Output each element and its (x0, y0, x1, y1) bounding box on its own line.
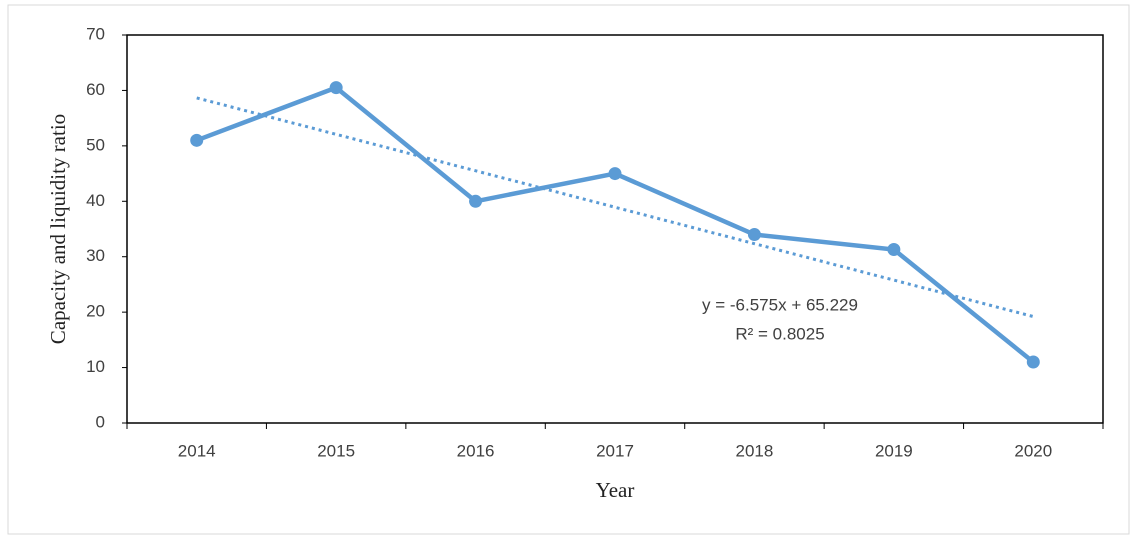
trendline-r2: R² = 0.8025 (735, 324, 824, 343)
data-line (195, 85, 1035, 364)
trendline (196, 96, 1034, 319)
y-tick-label: 10 (86, 357, 105, 376)
data-point (329, 81, 343, 95)
chart-frame (7, 4, 1130, 535)
x-tick-label: 2018 (736, 441, 774, 460)
data-point (1026, 355, 1040, 369)
x-tick-label: 2015 (317, 441, 355, 460)
data-point (469, 194, 483, 208)
x-tick-label: 2017 (596, 441, 634, 460)
y-tick-label: 60 (86, 80, 105, 99)
y-tick-label: 0 (96, 412, 105, 431)
data-point (887, 243, 901, 257)
data-point (190, 133, 204, 147)
y-tick-label: 30 (86, 246, 105, 265)
x-tick-label: 2016 (457, 441, 495, 460)
x-tick-label: 2014 (178, 441, 216, 460)
data-point (608, 167, 622, 181)
y-tick-label: 50 (86, 135, 105, 154)
trendline-equation: y = -6.575x + 65.229 (702, 295, 858, 314)
y-tick-label: 70 (86, 24, 105, 43)
x-tick-label: 2019 (875, 441, 913, 460)
y-tick-label: 20 (86, 302, 105, 321)
plot-frame (126, 34, 1104, 424)
y-axis-label: Capacity and liquidity ratio (46, 114, 70, 344)
y-tick-label: 40 (86, 191, 105, 210)
data-point (747, 228, 761, 242)
x-axis-label: Year (596, 478, 635, 502)
x-tick-label: 2020 (1014, 441, 1052, 460)
